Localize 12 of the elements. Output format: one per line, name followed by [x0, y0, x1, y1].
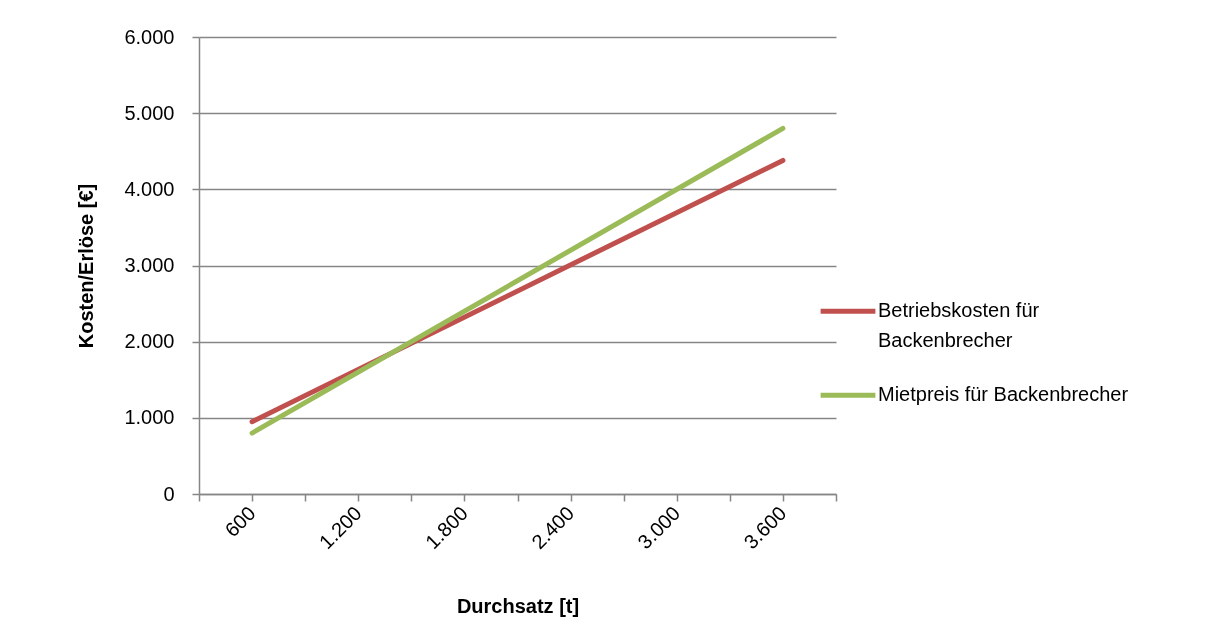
y-axis-title: Kosten/Erlöse [€]	[75, 183, 98, 349]
y-tick-label: 2.000	[124, 330, 175, 353]
y-tick-label: 3.000	[124, 254, 175, 276]
y-tick-label: 1.000	[124, 406, 175, 429]
x-tick-label: 600	[220, 502, 260, 542]
y-tick-label: 6.000	[124, 25, 175, 48]
y-tick-label: 5.000	[124, 101, 175, 124]
y-tick-label: 0	[163, 482, 175, 505]
y-tick-label: 4.000	[124, 177, 175, 200]
legend-label: Mietpreis für Backenbrecher	[878, 383, 1129, 406]
legend-label: Betriebskosten für Backenbrecher	[878, 299, 1040, 352]
x-axis-title: Durchsatz [t]	[456, 594, 580, 617]
